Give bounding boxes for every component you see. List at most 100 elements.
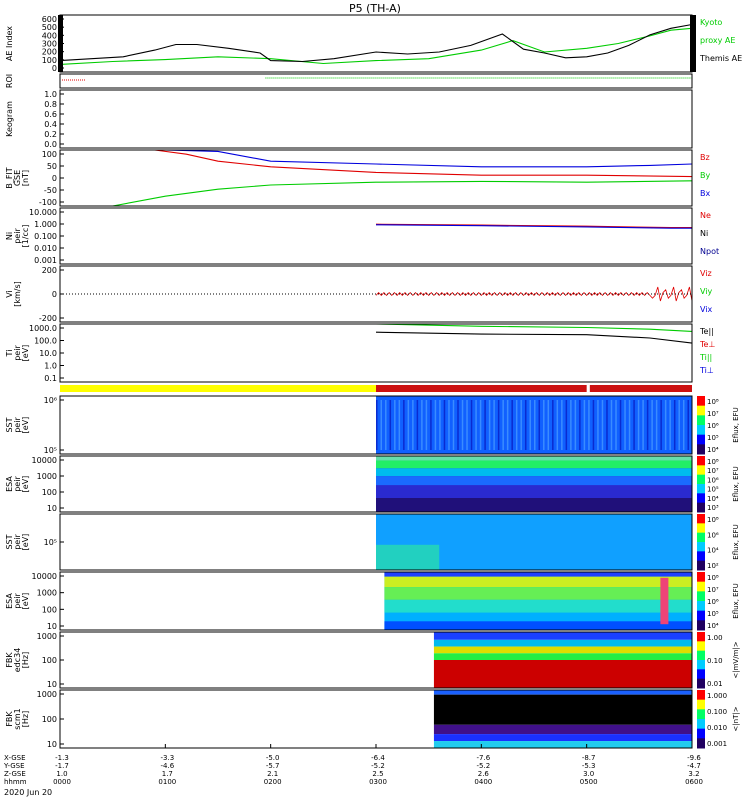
mode-bar-fast-survey-1 xyxy=(376,385,587,392)
sst-e-stripe xyxy=(398,400,401,450)
ylabel-ti: peir xyxy=(13,345,22,361)
ytick-label: 0 xyxy=(52,290,57,299)
legend-ni: Ni xyxy=(700,229,708,238)
legend-ae: Themis AE xyxy=(699,54,742,63)
ytick-label: 1000 xyxy=(37,472,57,481)
x-row-label: X-GSE xyxy=(4,754,26,762)
sst-e-stripe xyxy=(687,400,689,450)
colorbar-segment xyxy=(697,669,705,680)
ni-line xyxy=(375,224,692,229)
colorbar-tick-label: 10⁶ xyxy=(707,476,719,484)
legend-ti: Ti⊥ xyxy=(699,366,714,375)
legend-ti: Te|| xyxy=(699,327,714,336)
panel-frame-ni xyxy=(59,207,693,265)
colorbar-segment xyxy=(697,699,705,710)
x-value: -7.6 xyxy=(476,754,490,762)
colorbar-segment xyxy=(697,532,705,543)
legend-vi: Vix xyxy=(700,305,713,314)
sst-e-stripe xyxy=(619,400,622,450)
ytick-label: 0.001 xyxy=(34,256,57,265)
sst-e-stripe xyxy=(461,400,464,450)
ytick-label: 1.0 xyxy=(44,362,57,371)
sst-e-stripe xyxy=(470,400,473,450)
ylabel-esa_i: peir xyxy=(13,593,22,609)
colorbar-tick-label: 10⁶ xyxy=(707,422,719,430)
colorbar-tick-label: 10⁴ xyxy=(707,622,719,630)
ae-right-edge xyxy=(690,15,696,72)
x-value: 0100 xyxy=(158,778,176,786)
ylabel-fbk1: FBK xyxy=(5,652,14,668)
sst-e-stripe xyxy=(479,400,482,450)
ytick-label: 0 xyxy=(52,64,57,73)
ytick-label: 100 xyxy=(42,56,57,65)
x-value: 1.7 xyxy=(162,770,173,778)
colorbar-segment xyxy=(697,650,705,661)
ylabel-bfit: [nT] xyxy=(21,170,30,186)
sst-e-stripe xyxy=(524,400,527,450)
spectrogram-band xyxy=(433,694,692,725)
ylabel-ni: peir xyxy=(13,228,22,244)
ylabel-fbk1: edc34 xyxy=(13,648,22,673)
x-row-label: hhmm xyxy=(4,778,27,786)
spectrogram-band xyxy=(433,632,692,640)
x-value: 3.2 xyxy=(688,770,699,778)
colorbar-segment xyxy=(697,502,705,513)
spectrogram-band xyxy=(660,577,669,625)
colorbar-segment xyxy=(697,620,705,631)
sst-e-stripe xyxy=(633,400,635,450)
sst-e-stripe xyxy=(538,400,541,450)
colorbar-tick-label: 0.10 xyxy=(707,657,723,665)
colorbar-tick-label: 10⁴ xyxy=(707,547,719,555)
x-row-label: Y-GSE xyxy=(3,762,25,770)
ylabel-esa_i: [eV] xyxy=(21,593,30,610)
sst-e-stripe xyxy=(425,400,428,450)
x-value: 3.0 xyxy=(583,770,594,778)
ytick-label: 0.0 xyxy=(44,140,57,149)
spectrogram-band xyxy=(433,690,692,695)
colorbar-tick-label: 10⁵ xyxy=(707,486,719,494)
sst-e-stripe xyxy=(394,400,396,450)
colorbar-tick-label: 10⁴ xyxy=(707,495,719,503)
sst-e-stripe xyxy=(534,400,536,450)
spectrogram-band xyxy=(376,498,692,512)
sst-e-stripe xyxy=(520,400,522,450)
spectrogram-band xyxy=(433,724,692,735)
ytick-label: 1000 xyxy=(37,632,57,641)
sst-e-stripe xyxy=(678,400,680,450)
ylabel-ae: AE Index xyxy=(5,26,14,61)
sst-e-stripe xyxy=(416,400,419,450)
ytick-label: 300 xyxy=(42,40,57,49)
spectrogram-band xyxy=(384,599,692,613)
ytick-label: 100.0 xyxy=(34,337,57,346)
spectrogram-band xyxy=(433,646,692,654)
sst-e-stripe xyxy=(646,400,649,450)
spectrogram-band xyxy=(433,734,692,742)
ylabel-sst_i: [eV] xyxy=(21,534,30,551)
x-value: -5.3 xyxy=(582,762,596,770)
legend-vi: Viy xyxy=(700,287,713,296)
ytick-label: 10 xyxy=(47,680,57,689)
x-value: -5.2 xyxy=(476,762,490,770)
sst-e-stripe xyxy=(385,400,387,450)
ytick-label: 0.4 xyxy=(44,120,57,129)
x-value: 0500 xyxy=(580,778,598,786)
spectrogram-band xyxy=(384,621,692,630)
ytick-label: 600 xyxy=(42,15,57,24)
colorbar-segment xyxy=(697,456,705,466)
sst-e-stripe xyxy=(421,400,423,450)
legend-ae: proxy AE xyxy=(700,36,735,45)
colorbar-tick-label: 10⁸ xyxy=(707,458,719,466)
colorbar-segment xyxy=(697,660,705,670)
colorbar-segment xyxy=(697,523,705,534)
sst-e-stripe xyxy=(628,400,631,450)
x-value: 2.6 xyxy=(478,770,490,778)
ylabel-keo: Keogram xyxy=(5,101,14,137)
ytick-label: 500 xyxy=(42,23,57,32)
ylabel-roi: ROI xyxy=(5,74,14,88)
colorbar-segment xyxy=(697,709,705,720)
ytick-label: 100 xyxy=(42,656,57,665)
ytick-label: -200 xyxy=(39,314,57,323)
sst-e-stripe xyxy=(601,400,604,450)
sst-e-stripe xyxy=(624,400,626,450)
x-value: -4.7 xyxy=(687,762,701,770)
